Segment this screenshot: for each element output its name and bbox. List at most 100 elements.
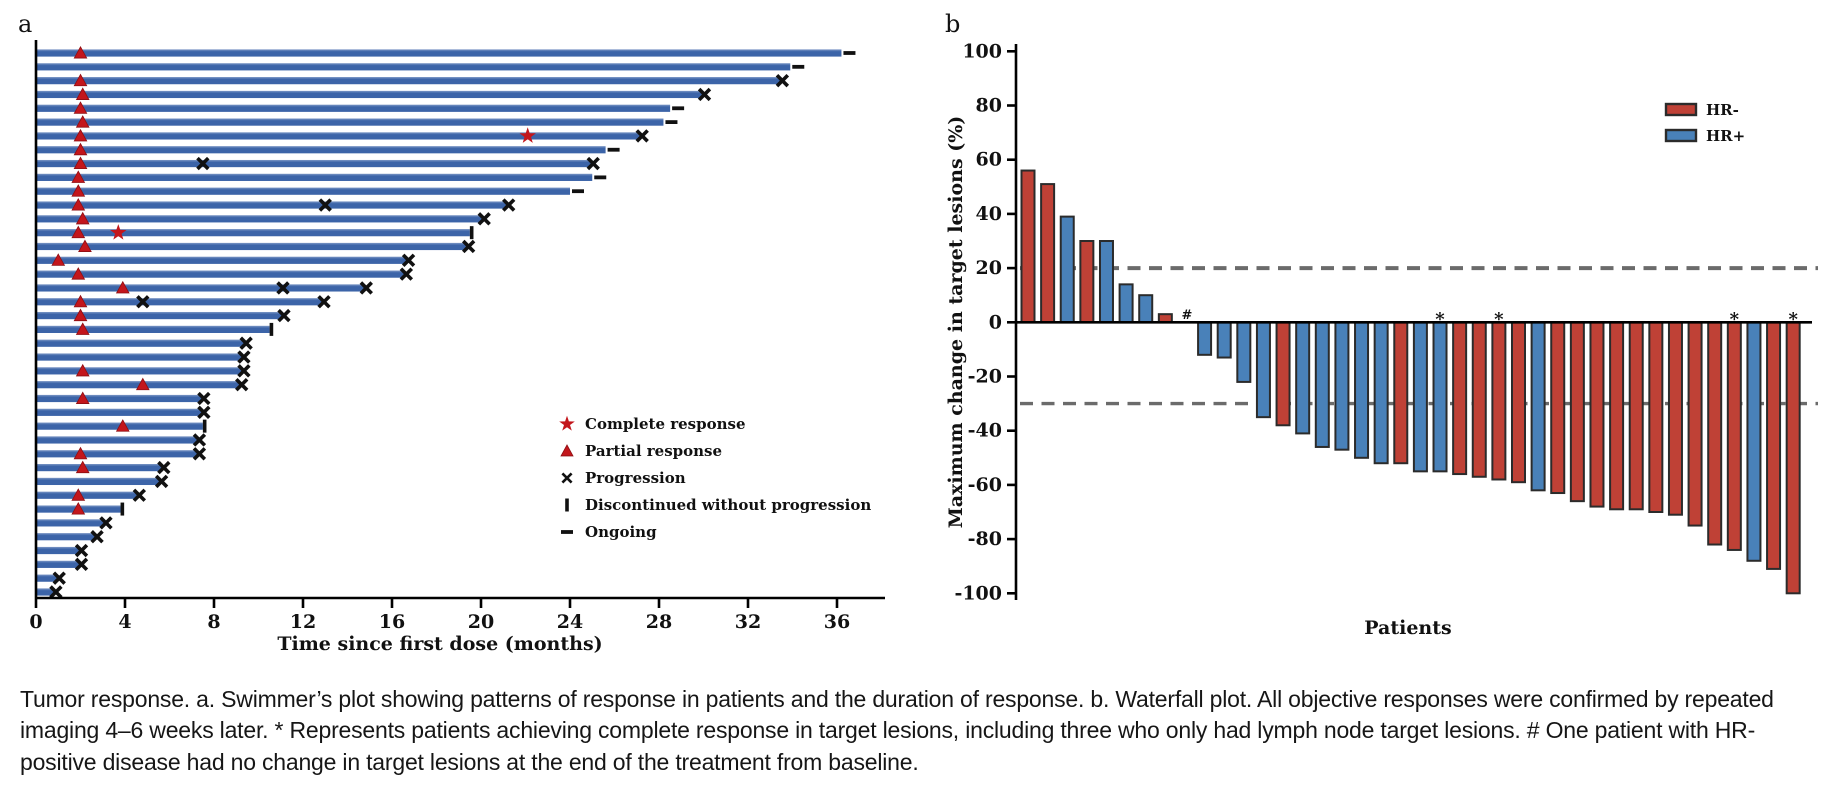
progression-x-icon	[74, 557, 89, 572]
swimmer-legend: Complete response Partial response Progres…	[559, 415, 871, 541]
progression-x-icon	[239, 336, 253, 350]
waterfall-bar	[1295, 321, 1311, 435]
progression-x-icon	[502, 198, 516, 212]
waterfall-bar	[1040, 183, 1056, 324]
x-tick-label: 32	[735, 611, 761, 633]
x-tick-label: 16	[379, 611, 405, 633]
swimmer-x-axis-title: Time since first dose (months)	[277, 633, 602, 655]
y-tick-label: 100	[962, 40, 1002, 62]
waterfall-bar	[1511, 321, 1526, 484]
progression-x-icon	[276, 281, 290, 295]
swimmer-bar	[36, 311, 283, 320]
partial-response-triangle-icon	[73, 73, 88, 87]
partial-response-triangle-icon	[73, 45, 88, 59]
waterfall-bar	[1530, 321, 1546, 492]
swimmer-bar	[36, 464, 163, 472]
swimmer-bar	[36, 339, 246, 347]
partial-response-triangle-icon	[73, 142, 88, 156]
complete-response-asterisk: *	[1494, 309, 1504, 330]
swimmer-bar	[36, 256, 408, 264]
progression-x-icon	[237, 364, 251, 378]
waterfall-bar	[1550, 321, 1566, 495]
legend-swatch-hr+	[1664, 128, 1698, 143]
swimmer-plot: a 0 4 8 12 16 20 24 28 32 36 Time since first dos…	[18, 10, 885, 655]
waterfall-bar	[1236, 321, 1252, 383]
progression-x-icon	[697, 87, 712, 102]
partial-response-triangle-icon	[71, 267, 86, 280]
progression-x-icon	[635, 129, 649, 143]
waterfall-bar	[1197, 321, 1213, 356]
waterfall-bar	[1354, 321, 1370, 459]
ongoing-dash-icon	[792, 64, 805, 69]
waterfall-bar	[1314, 321, 1330, 448]
ongoing-dash-icon	[607, 147, 620, 152]
x-tick-label: 36	[824, 611, 850, 633]
legend-vbar-icon	[565, 498, 569, 512]
swimmer-bar	[36, 146, 606, 154]
waterfall-legend: HR- HR+	[1664, 101, 1745, 145]
swimmer-bar	[36, 201, 508, 209]
partial-response-triangle-icon	[135, 377, 150, 391]
y-tick-label: -80	[968, 528, 1002, 550]
swimmer-bar	[36, 49, 842, 57]
progression-x-icon	[197, 405, 211, 419]
waterfall-bar	[1255, 321, 1271, 419]
figure-caption: Tumor response. a. Swimmer’s plot showin…	[20, 686, 1774, 775]
x-tick-label: 12	[290, 611, 316, 633]
swimmer-bar	[36, 353, 243, 361]
swimmer-bar	[36, 298, 324, 306]
progression-x-icon	[74, 543, 89, 558]
swimmer-bar	[36, 450, 199, 458]
progression-x-icon	[136, 295, 150, 309]
partial-response-triangle-icon	[75, 115, 90, 128]
waterfall-bar	[1746, 321, 1762, 562]
swimmer-bar	[36, 284, 366, 292]
swimmer-axis: 0 4 8 12 16 20 24 28 32 36	[29, 40, 885, 633]
y-tick-label: -60	[968, 474, 1002, 496]
swimmer-bar	[36, 436, 199, 444]
x-tick-label: 24	[557, 611, 583, 633]
partial-response-triangle-icon	[75, 87, 90, 100]
partial-response-triangle-icon	[115, 280, 130, 294]
partial-response-triangle-icon	[73, 446, 88, 460]
legend-swatch-hr-	[1664, 102, 1698, 117]
swimmer-bar	[36, 546, 81, 555]
waterfall-bar	[1275, 321, 1291, 427]
swimmer-bar	[36, 118, 664, 126]
y-tick-label: 60	[976, 149, 1002, 171]
waterfall-bar	[1412, 321, 1428, 473]
progression-x-icon	[359, 281, 373, 295]
progression-x-icon	[318, 198, 332, 212]
y-tick-label: 80	[976, 95, 1002, 117]
progression-x-icon	[99, 516, 113, 530]
partial-response-triangle-icon	[115, 419, 130, 432]
discontinued-bar-icon	[202, 419, 207, 433]
waterfall-bar	[1491, 321, 1507, 481]
legend-label: Discontinued without progression	[585, 496, 871, 514]
waterfall-bar	[1687, 321, 1703, 527]
swimmer-bar	[36, 215, 484, 223]
waterfall-bar	[1079, 240, 1095, 324]
swimmer-bar	[36, 574, 59, 582]
swimmer-bar	[36, 132, 642, 140]
swimmer-bar	[36, 325, 270, 333]
waterfall-bar	[1667, 321, 1683, 516]
waterfall-bar	[1648, 321, 1664, 513]
y-tick-label: -20	[968, 366, 1002, 388]
progression-x-icon	[775, 73, 790, 88]
swimmer-bar	[36, 104, 671, 112]
waterfall-bar	[1726, 321, 1742, 551]
panel-b-label: b	[945, 10, 960, 38]
waterfall-bar	[1589, 321, 1605, 508]
no-change-hash: #	[1182, 308, 1193, 323]
swimmer-bar	[36, 381, 241, 389]
waterfall-bar	[1766, 321, 1782, 570]
y-tick-label: 40	[976, 203, 1002, 225]
ongoing-dash-icon	[843, 51, 856, 55]
partial-response-triangle-icon	[71, 225, 86, 239]
swimmer-bar	[36, 159, 593, 168]
swimmer-bar	[36, 367, 243, 375]
ongoing-dash-icon	[672, 106, 685, 111]
x-tick-label: 0	[29, 611, 42, 633]
progression-x-icon	[154, 474, 169, 489]
